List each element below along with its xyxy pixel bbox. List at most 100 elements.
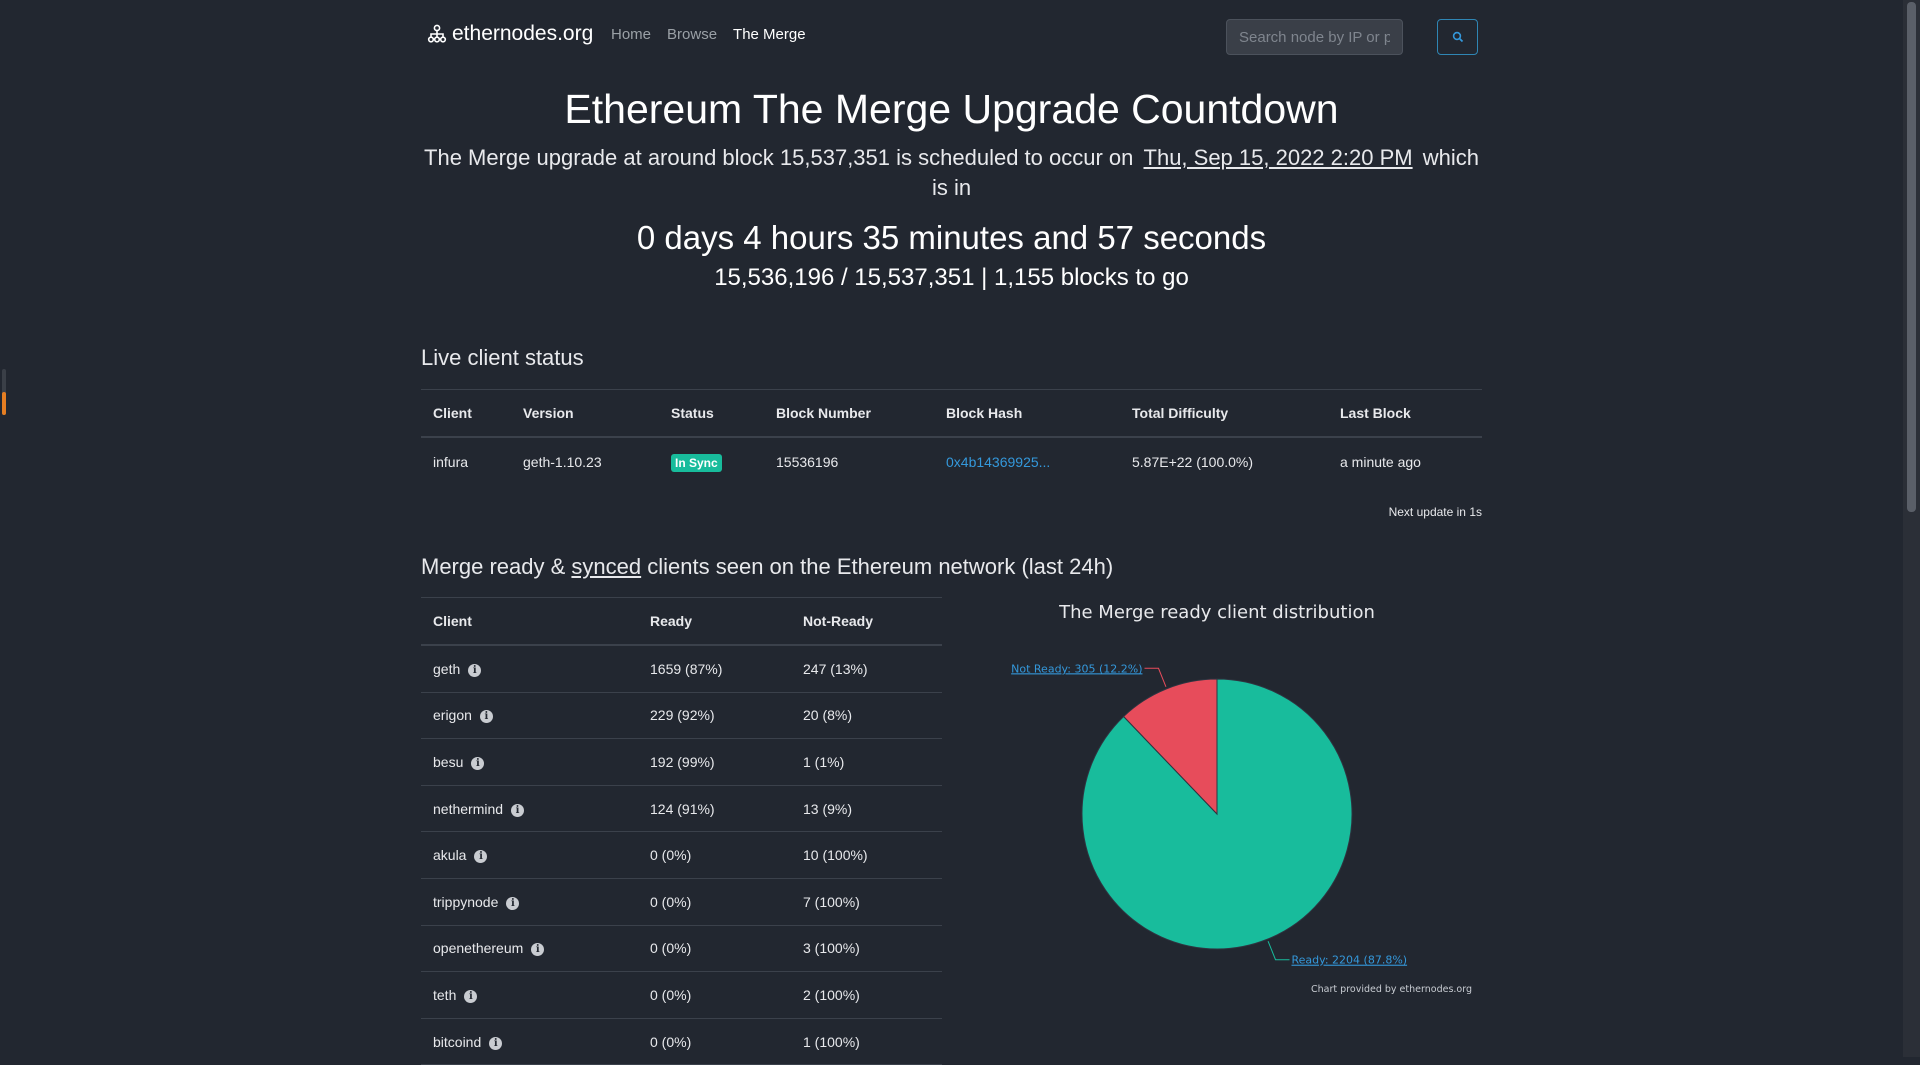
col-version: Version xyxy=(511,389,659,438)
search-button[interactable] xyxy=(1437,19,1478,55)
table-row: geth i 1659 (87%) 247 (13%) xyxy=(421,645,942,693)
client-cell: teth i xyxy=(421,971,638,1019)
table-row: besu i 192 (99%) 1 (1%) xyxy=(421,738,942,786)
col-not-ready: Not-Ready xyxy=(791,597,942,646)
ready-count: 229 (92%) xyxy=(638,692,791,740)
heading-post: clients seen on the Ethereum network (la… xyxy=(647,554,1114,579)
client-name: geth xyxy=(433,660,461,677)
brand-name: ethernodes.org xyxy=(452,22,594,45)
block-hash-link[interactable]: 0x4b14369925... xyxy=(946,453,1051,470)
next-update-text: Next update in 1s xyxy=(1388,505,1482,519)
brand-logo[interactable]: ethernodes.org xyxy=(427,22,593,46)
not-ready-count: 13 (9%) xyxy=(791,785,942,833)
client-cell: openethereum i xyxy=(421,925,638,973)
pie-slice-not-ready[interactable] xyxy=(1122,678,1218,816)
ready-count: 0 (0%) xyxy=(638,971,791,1019)
live-status-heading: Live client status xyxy=(421,345,584,370)
table-row: infura geth-1.10.23 In Sync 15536196 0x4… xyxy=(421,437,1482,485)
page-container: ethernodes.org Home Browse The Merge Eth… xyxy=(421,0,1482,1065)
block-hash-cell: 0x4b14369925... xyxy=(934,437,1120,485)
client-name: trippynode xyxy=(433,893,499,910)
pie-label-not-ready[interactable]: Not Ready: 305 (12.2%) xyxy=(1011,662,1142,675)
client-name: infura xyxy=(433,453,469,470)
client-name: openethereum xyxy=(433,940,524,957)
block-number: 15536196 xyxy=(776,453,839,470)
ready-count: 124 (91%) xyxy=(638,785,791,833)
client-name: teth xyxy=(433,986,457,1003)
countdown: 0 days 4 hours 35 minutes and 57 seconds xyxy=(636,219,1267,256)
client-name: erigon xyxy=(433,707,472,724)
blocks-progress: 15,536,196 / 15,537,351 | 1,155 blocks t… xyxy=(714,264,1189,291)
ready-count: 0 (0%) xyxy=(638,1018,791,1065)
not-ready-count: 1 (1%) xyxy=(791,738,942,786)
schedule-text-post: which is in xyxy=(931,145,1479,200)
client-cell: besu i xyxy=(421,738,638,786)
info-icon[interactable]: i xyxy=(471,756,485,770)
col-total-difficulty: Total Difficulty xyxy=(1120,389,1328,438)
info-icon[interactable]: i xyxy=(474,850,488,864)
page-title: Ethereum The Merge Upgrade Countdown xyxy=(564,86,1339,132)
client-cell: trippynode i xyxy=(421,878,638,926)
not-ready-count: 7 (100%) xyxy=(791,878,942,926)
col-ready: Ready xyxy=(638,597,791,646)
navbar: ethernodes.org Home Browse The Merge xyxy=(421,0,1482,72)
client-name: nethermind xyxy=(433,800,504,817)
not-ready-count: 2 (100%) xyxy=(791,971,942,1019)
info-icon[interactable]: i xyxy=(531,943,545,957)
nav-the-merge[interactable]: The Merge xyxy=(733,26,806,43)
info-icon[interactable]: i xyxy=(489,1036,503,1050)
table-row: teth i 0 (0%) 2 (100%) xyxy=(421,971,942,1019)
info-icon[interactable]: i xyxy=(464,989,478,1003)
client-name: besu xyxy=(433,753,464,770)
col-block-hash: Block Hash xyxy=(934,389,1120,438)
not-ready-count: 10 (100%) xyxy=(791,831,942,879)
table-row: nethermind i 124 (91%) 13 (9%) xyxy=(421,785,942,833)
status-cell: In Sync xyxy=(659,437,764,485)
not-ready-count: 1 (100%) xyxy=(791,1018,942,1065)
client-cell: nethermind i xyxy=(421,785,638,833)
chart-credit[interactable]: Chart provided by ethernodes.org xyxy=(1311,984,1472,995)
merge-schedule-text: The Merge upgrade at around block 15,537… xyxy=(421,143,1482,203)
client-name: bitcoind xyxy=(433,1033,482,1050)
info-icon[interactable]: i xyxy=(511,803,525,817)
not-ready-count: 247 (13%) xyxy=(791,645,942,693)
pie-label-ready[interactable]: Ready: 2204 (87.8%) xyxy=(1292,954,1408,967)
client-version: geth-1.10.23 xyxy=(523,453,602,470)
merge-ready-pie-chart: The Merge ready client distribution Read… xyxy=(1011,602,1472,995)
table-header-row: Client Version Status Block Number Block… xyxy=(421,389,1482,438)
nav-home[interactable]: Home xyxy=(611,26,652,43)
chart-title: The Merge ready client distribution xyxy=(1058,602,1375,623)
ready-count: 0 (0%) xyxy=(638,925,791,973)
pie-leader-line xyxy=(1267,940,1290,961)
live-status-table: Client Version Status Block Number Block… xyxy=(421,389,1482,485)
info-icon[interactable]: i xyxy=(479,710,493,724)
ready-count: 0 (0%) xyxy=(638,878,791,926)
nav-browse[interactable]: Browse xyxy=(667,26,718,43)
last-block: a minute ago xyxy=(1340,453,1421,470)
side-marker xyxy=(2,369,6,415)
info-icon[interactable]: i xyxy=(468,663,482,677)
col-last-block: Last Block xyxy=(1328,389,1482,438)
table-row: trippynode i 0 (0%) 7 (100%) xyxy=(421,878,942,926)
merge-date[interactable]: Thu, Sep 15, 2022 2:20 PM xyxy=(1143,145,1413,170)
col-block-number: Block Number xyxy=(764,389,934,438)
total-difficulty: 5.87E+22 (100.0%) xyxy=(1132,453,1254,470)
pie-slices xyxy=(1081,678,1353,950)
scrollbar-thumb[interactable] xyxy=(1907,2,1916,512)
nav-links: Home Browse The Merge xyxy=(611,26,806,43)
pie-labels: Ready: 2204 (87.8%) Not Ready: 305 (12.2%… xyxy=(1011,662,1407,966)
page-scrollbar[interactable] xyxy=(1903,0,1920,1057)
table-header-row: Client Ready Not-Ready xyxy=(421,597,942,646)
pie-leader-line xyxy=(1144,667,1167,688)
table-row: bitcoind i 0 (0%) 1 (100%) xyxy=(421,1018,942,1065)
client-cell: bitcoind i xyxy=(421,1018,638,1065)
network-icon xyxy=(427,24,447,43)
synced-link[interactable]: synced xyxy=(571,554,642,579)
search-icon xyxy=(1452,31,1463,43)
info-icon[interactable]: i xyxy=(506,896,520,910)
ready-count: 0 (0%) xyxy=(638,831,791,879)
search-input[interactable] xyxy=(1226,19,1403,55)
side-marker-highlight xyxy=(2,392,6,415)
col-client: Client xyxy=(421,597,638,646)
status-badge: In Sync xyxy=(671,453,722,472)
